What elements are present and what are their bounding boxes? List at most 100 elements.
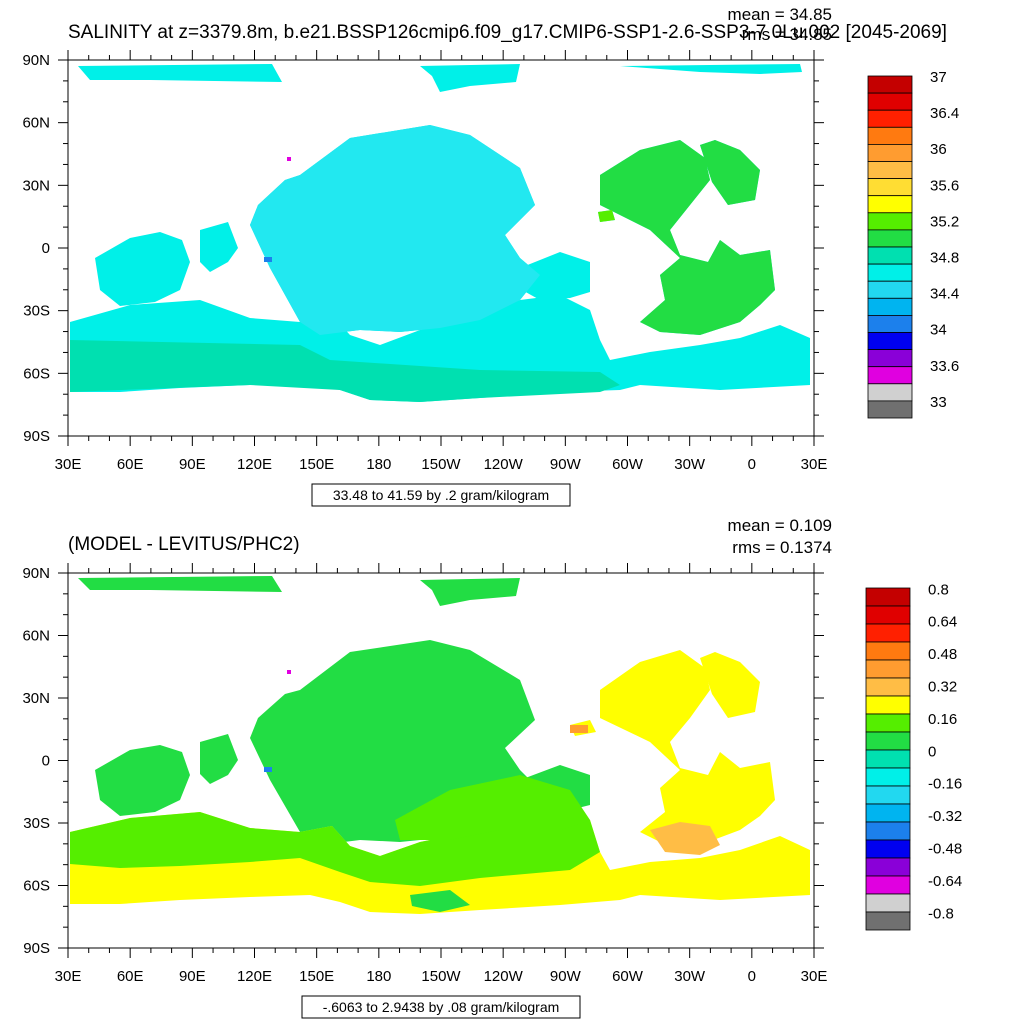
y-tick-label: 90N (22, 565, 50, 582)
colorbar-swatch (865, 605, 911, 625)
x-tick-label: 60E (117, 968, 144, 985)
x-tick-label: 120W (484, 456, 524, 473)
x-tick-label: 60E (117, 456, 144, 473)
colorbar-swatch (865, 911, 911, 931)
bottom-x-axis: 30E 60E 90E 120E 150E 180 150W 120W 90W 60W 30W 0 30… (55, 563, 828, 985)
colorbar-swatch (865, 893, 911, 913)
top-rms-label: rms = 34.85 (742, 25, 832, 44)
x-tick-label: 180 (366, 968, 391, 985)
bottom-caption-box (301, 995, 581, 1019)
colorbar-label: -0.32 (928, 808, 962, 825)
colorbar-swatch (867, 195, 913, 214)
colorbar-swatch (867, 263, 913, 282)
top-x-axis: 30E 60E 90E 120E 150E 180 150W 120W 90W 60W 30W 0 30… (55, 50, 828, 473)
colorbar-swatch (867, 178, 913, 197)
colorbar-swatch (867, 400, 913, 419)
colorbar-label: 36 (930, 141, 947, 158)
colorbar-swatch (867, 92, 913, 111)
x-tick-label: 0 (748, 968, 756, 985)
bottom-caption: -.6063 to 2.9438 by .08 gram/kilogram (323, 999, 560, 1015)
colorbar-swatch (865, 785, 911, 805)
colorbar-swatch (867, 161, 913, 180)
top-colorbar: 37 36.4 36 35.6 35.2 34.8 34.4 34 33.6 33 (867, 69, 959, 419)
y-tick-label: 60N (22, 628, 50, 645)
bottom-map-field (70, 576, 810, 914)
bottom-mean-label: mean = 0.109 (728, 516, 832, 535)
x-tick-label: 150W (421, 456, 461, 473)
top-y-axis: 90N 60N 30N 0 30S 60S 90S (22, 52, 824, 445)
colorbar-label: 34 (930, 322, 947, 339)
colorbar-swatch (867, 212, 913, 231)
y-tick-label: 0 (42, 753, 50, 770)
colorbar-swatch (865, 713, 911, 733)
y-tick-label: 30S (23, 303, 50, 320)
x-tick-label: 150W (421, 968, 461, 985)
colorbar-swatch (867, 349, 913, 368)
x-tick-label: 90W (550, 456, 582, 473)
colorbar-swatch (865, 587, 911, 607)
y-tick-label: 90S (23, 428, 50, 445)
colorbar-label: 34.8 (930, 249, 959, 266)
colorbar-swatch (865, 677, 911, 697)
x-tick-label: 30E (801, 456, 828, 473)
x-tick-label: 150E (299, 968, 334, 985)
colorbar-swatch (867, 332, 913, 351)
colorbar-swatch (865, 767, 911, 787)
y-tick-label: 0 (42, 240, 50, 257)
colorbar-swatch (867, 366, 913, 385)
colorbar-swatch (867, 297, 913, 316)
colorbar-swatch (867, 246, 913, 265)
x-tick-label: 120E (237, 456, 272, 473)
colorbar-swatch (865, 731, 911, 751)
colorbar-swatch (865, 821, 911, 841)
top-map-field (70, 64, 810, 402)
top-panel: SALINITY at z=3379.8m, b.e21.BSSP126cmip… (22, 5, 959, 507)
x-tick-label: 30W (674, 456, 706, 473)
colorbar-label: 0.32 (928, 679, 957, 696)
colorbar-swatch (867, 75, 913, 94)
bottom-y-axis: 90N 60N 30N 0 30S 60S 90S (22, 565, 824, 957)
colorbar-label: 0.16 (928, 711, 957, 728)
y-tick-label: 60S (23, 365, 50, 382)
y-tick-label: 30S (23, 815, 50, 832)
colorbar-swatch (865, 857, 911, 877)
x-tick-label: 180 (366, 456, 391, 473)
top-caption: 33.48 to 41.59 by .2 gram/kilogram (333, 487, 549, 503)
colorbar-swatch (865, 875, 911, 895)
colorbar-label: 0.64 (928, 614, 957, 631)
colorbar-swatch (867, 143, 913, 162)
colorbar-label: 35.6 (930, 177, 959, 194)
x-tick-label: 60W (612, 456, 644, 473)
x-tick-label: 30W (674, 968, 706, 985)
colorbar-label: 35.2 (930, 213, 959, 230)
colorbar-swatch (865, 623, 911, 643)
y-tick-label: 30N (22, 690, 50, 707)
x-tick-label: 30E (801, 968, 828, 985)
y-tick-label: 90S (23, 940, 50, 957)
colorbar-label: 0 (928, 743, 936, 760)
y-tick-label: 60S (23, 878, 50, 895)
colorbar-swatch (867, 383, 913, 402)
colorbar-swatch (867, 314, 913, 333)
colorbar-swatch (865, 839, 911, 859)
y-tick-label: 60N (22, 115, 50, 132)
y-tick-label: 30N (22, 177, 50, 194)
colorbar-swatch (867, 280, 913, 299)
x-tick-label: 60W (612, 968, 644, 985)
bottom-chart-title: (MODEL - LEVITUS/PHC2) (68, 534, 300, 555)
colorbar-swatch (867, 229, 913, 248)
colorbar-label: -0.8 (928, 905, 954, 922)
x-tick-label: 30E (55, 968, 82, 985)
y-tick-label: 90N (22, 52, 50, 69)
colorbar-swatch (867, 126, 913, 145)
colorbar-label: 37 (930, 69, 947, 86)
colorbar-label: 33.6 (930, 358, 959, 375)
x-tick-label: 90E (179, 456, 206, 473)
x-tick-label: 30E (55, 456, 82, 473)
colorbar-swatch (865, 641, 911, 661)
colorbar-label: -0.48 (928, 841, 962, 858)
colorbar-label: 33 (930, 394, 947, 411)
colorbar-label: 34.4 (930, 286, 959, 303)
x-tick-label: 0 (748, 456, 756, 473)
